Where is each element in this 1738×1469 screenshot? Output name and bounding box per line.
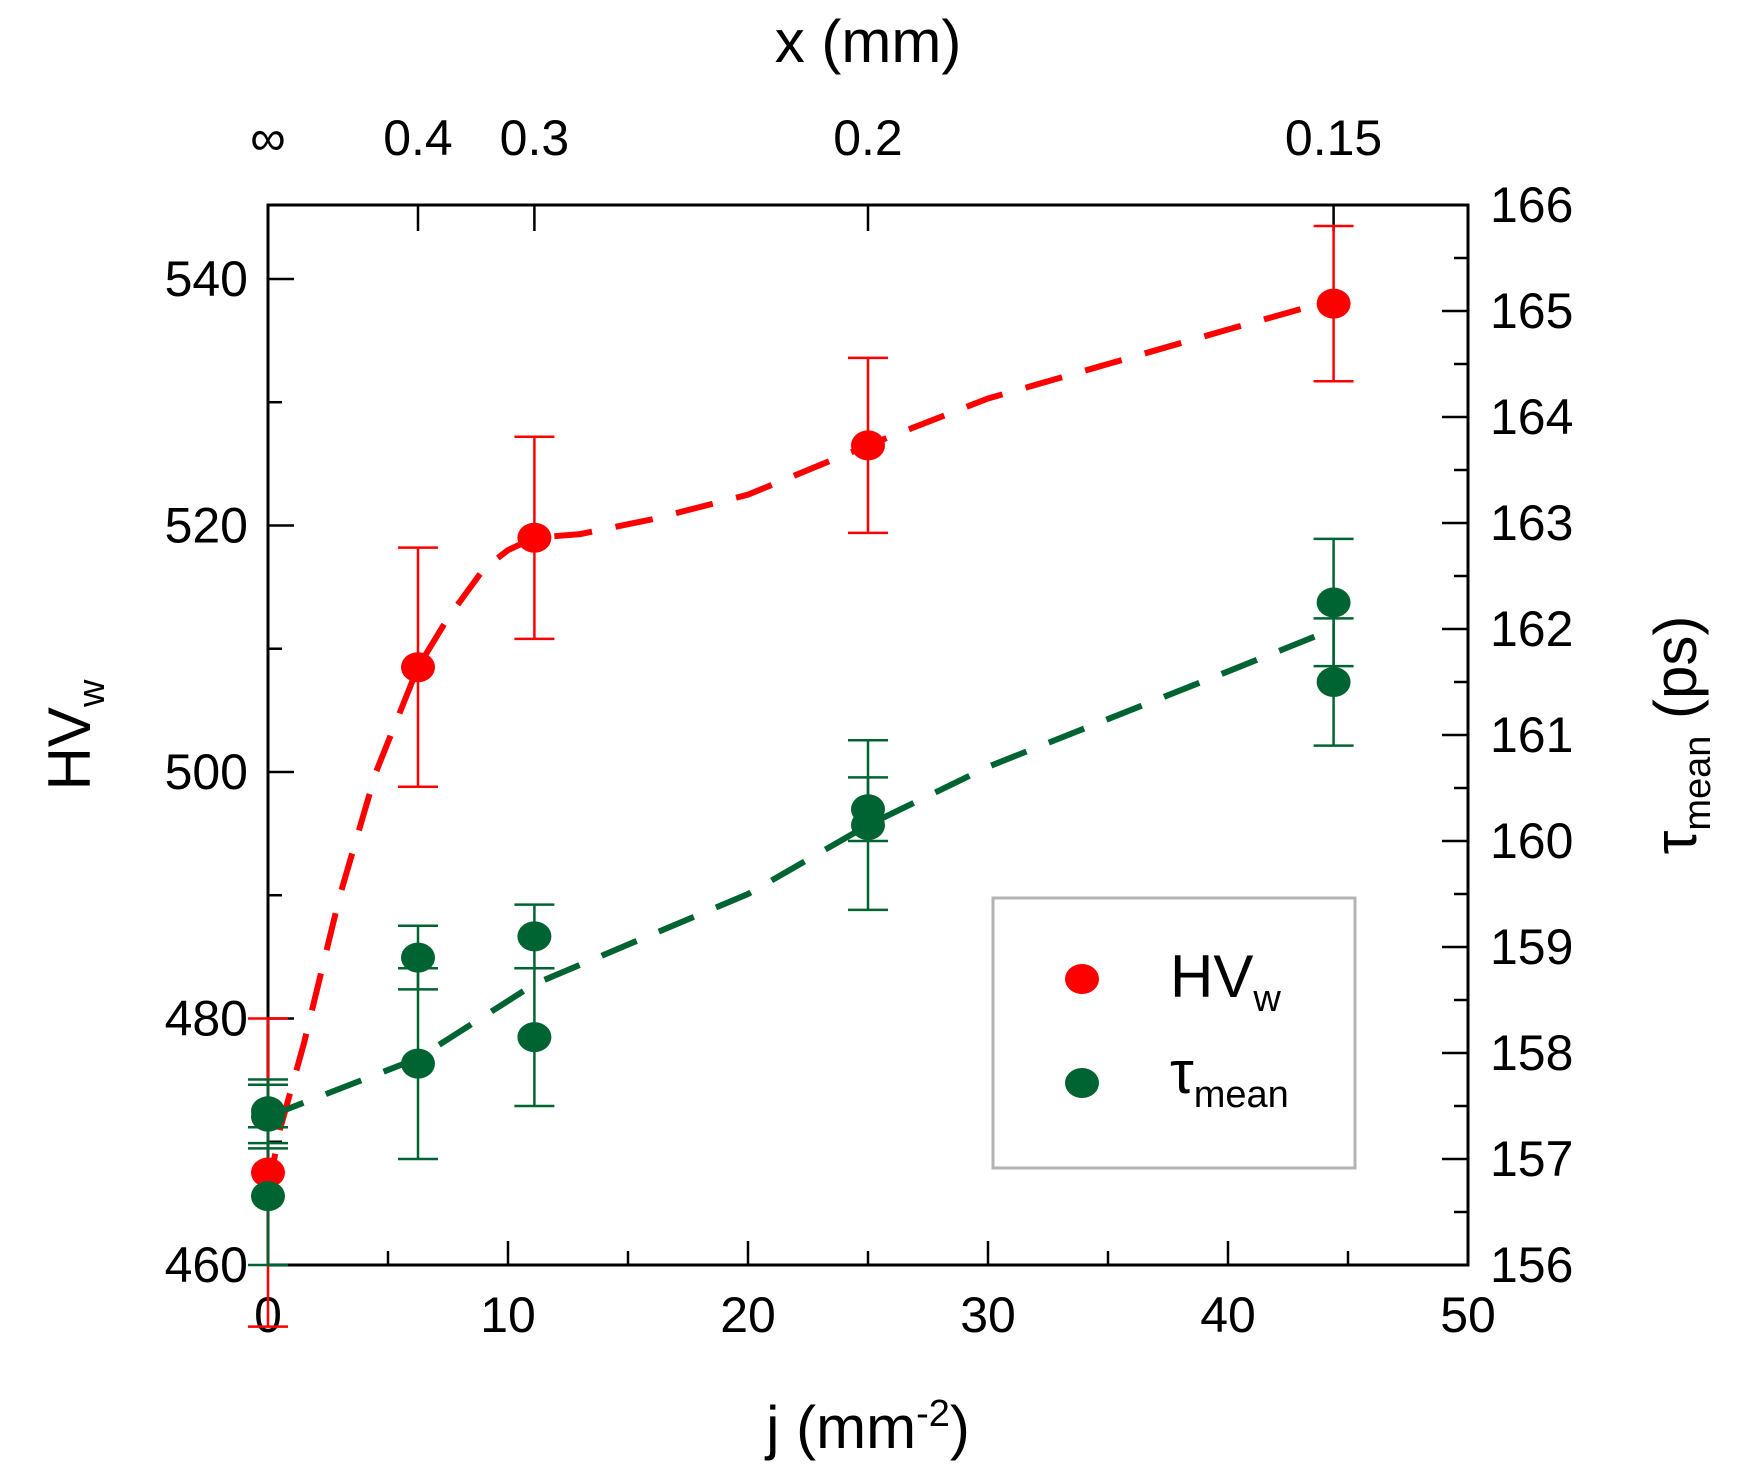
data-point-hvw [401, 652, 435, 683]
data-point-tau [251, 1181, 285, 1212]
x2-tick-label: 0.3 [500, 110, 570, 166]
y-tick-label: 480 [165, 990, 248, 1046]
x2-tick-label: 0.15 [1285, 110, 1382, 166]
y2-tick-label: 163 [1490, 495, 1573, 551]
legend-box [991, 896, 1357, 1170]
y2-tick-label: 162 [1490, 601, 1573, 657]
legend-marker-hvw [1065, 964, 1099, 994]
data-point-hvw [851, 430, 885, 461]
data-points [251, 288, 1351, 1212]
data-point-tau [1316, 667, 1351, 697]
data-point-hvw [251, 1157, 285, 1188]
data-point-tau [851, 810, 885, 841]
x-tick-label: 50 [1440, 1287, 1496, 1343]
x-tick-label: 40 [1200, 1287, 1256, 1343]
y2-tick-label: 157 [1490, 1131, 1573, 1187]
data-point-tau [517, 921, 552, 952]
y-tick-label: 460 [165, 1237, 248, 1293]
x2-tick-label: 0.2 [833, 110, 903, 166]
data-point-tau [401, 942, 435, 973]
y2-tick-label: 160 [1490, 813, 1573, 869]
x2-tick-label: 0.4 [383, 110, 453, 166]
x-tick-label: 20 [720, 1287, 776, 1343]
data-point-hvw [1316, 288, 1351, 319]
y2-tick-label: 165 [1490, 283, 1573, 339]
data-point-tau [517, 1022, 552, 1053]
y-tick-label: 520 [165, 497, 248, 553]
y2-tick-label: 161 [1490, 707, 1573, 763]
x-tick-label: 10 [480, 1287, 536, 1343]
x2-axis-title: x (mm) [775, 8, 962, 75]
data-point-tau [1316, 587, 1351, 618]
y2-tick-label: 159 [1490, 919, 1573, 975]
x2-tick-label: ∞ [250, 110, 286, 166]
data-point-tau [251, 1101, 285, 1132]
legend-marker-tau [1065, 1068, 1099, 1098]
y2-tick-label: 158 [1490, 1025, 1573, 1081]
y-tick-label: 540 [165, 251, 248, 307]
legend: HVw τmean [991, 896, 1357, 1170]
x-axis-title: j (mm-2) [764, 1393, 970, 1461]
y2-tick-label: 164 [1490, 389, 1573, 445]
legend-label-tau: τmean [1170, 1039, 1289, 1116]
trend-line-tau [266, 626, 1335, 1120]
legend-label-hvw: HVw [1170, 943, 1281, 1020]
tick-labels: 0 10 20 30 40 5046048050052054015615715815916… [165, 110, 1574, 1343]
y-axis-title: HVw [36, 679, 113, 790]
x-tick-label: 30 [960, 1287, 1016, 1343]
data-point-hvw [517, 522, 552, 553]
y2-axis-title: τmean (ps) [1642, 616, 1719, 855]
data-point-tau [401, 1048, 435, 1079]
y-tick-label: 500 [165, 744, 248, 800]
y2-tick-label: 166 [1490, 177, 1573, 233]
y2-tick-label: 156 [1490, 1237, 1573, 1293]
